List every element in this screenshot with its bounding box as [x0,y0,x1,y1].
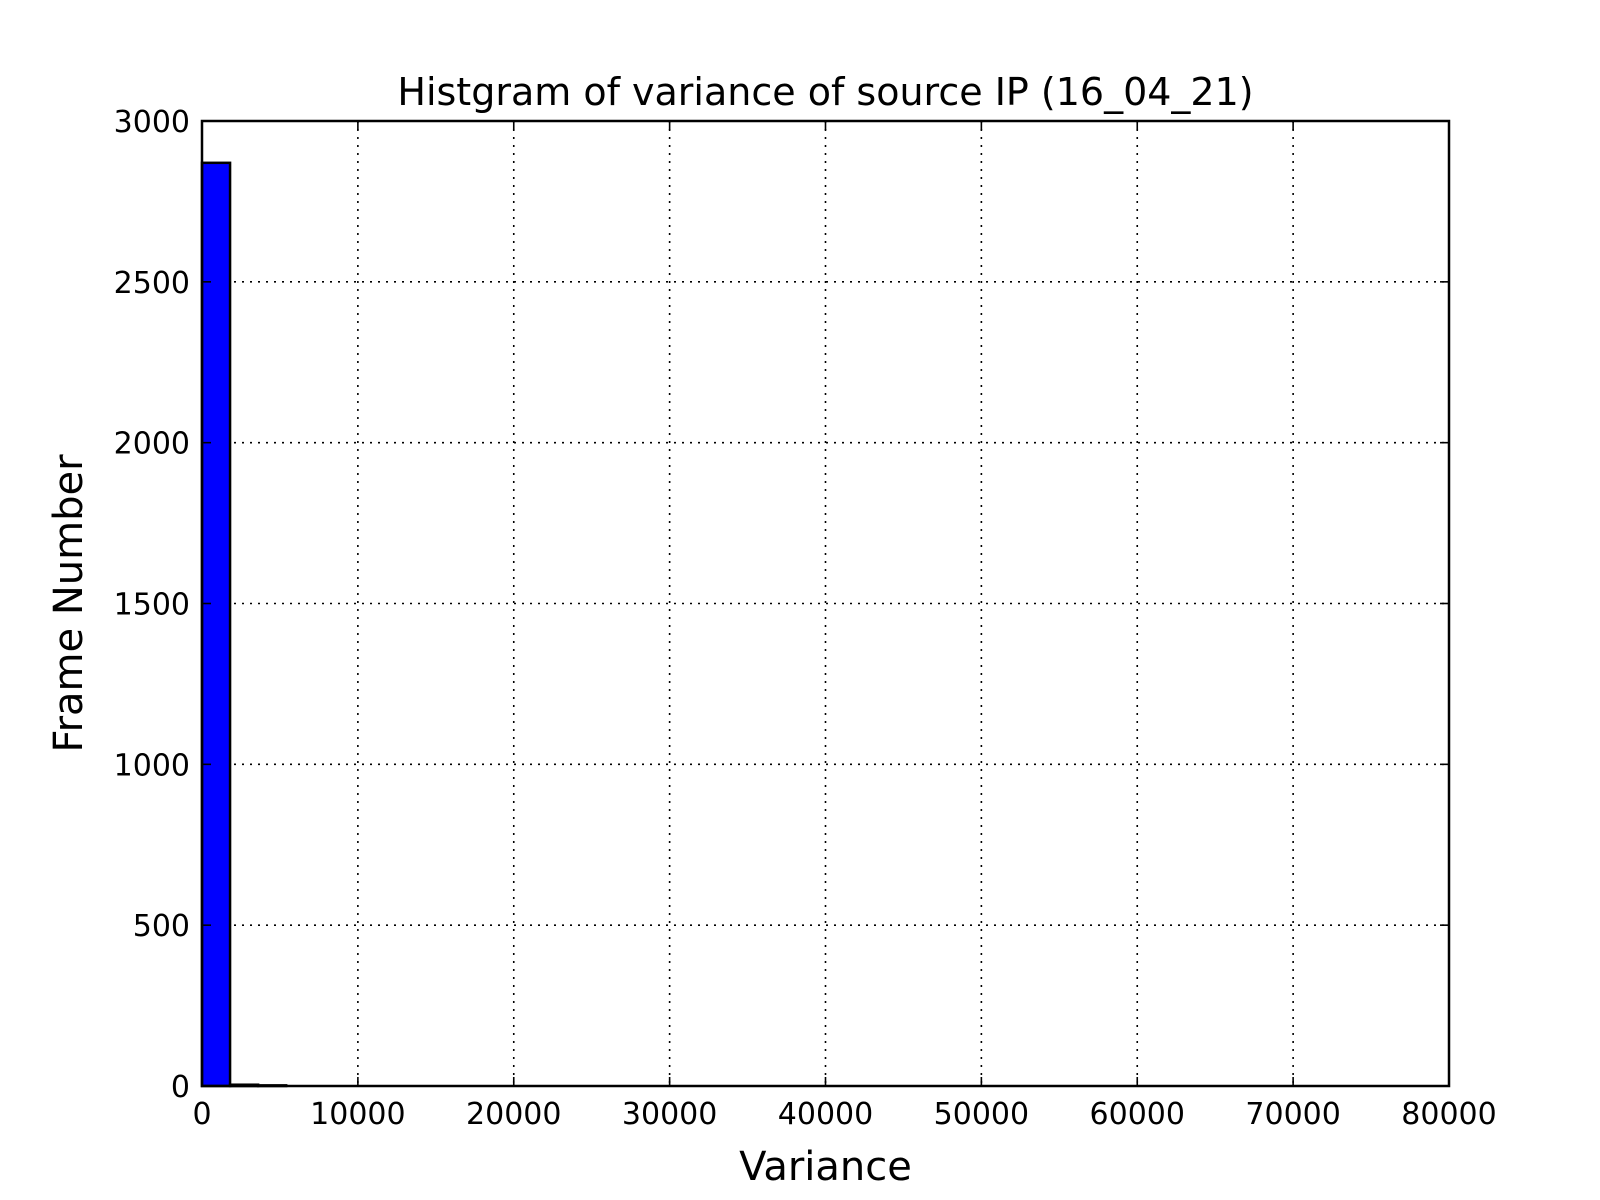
x-tick-label: 70000 [1245,1097,1340,1132]
x-tick-label: 50000 [934,1097,1029,1132]
y-axis-label: Frame Number [46,454,92,753]
y-tick-label: 0 [171,1070,190,1105]
x-tick-label: 80000 [1401,1097,1496,1132]
y-tick-label: 2500 [114,266,190,301]
histogram-bar [200,161,232,1088]
y-tick-label: 500 [133,909,190,944]
chart-title: Histgram of variance of source IP (16_04… [397,70,1253,114]
x-tick-label: 10000 [310,1097,405,1132]
y-tick-label: 1500 [114,588,190,623]
grid [202,121,1449,1086]
x-tick-label: 0 [192,1097,211,1132]
ticks: 0 10000 20000 30000 40000 50000 60000 70000 8000… [114,105,1497,1132]
x-tick-label: 20000 [466,1097,561,1132]
y-tick-label: 2000 [114,427,190,462]
x-tick-label: 60000 [1090,1097,1185,1132]
x-axis-label: Variance [739,1144,912,1190]
y-tick-label: 1000 [114,748,190,783]
x-tick-label: 30000 [622,1097,717,1132]
y-tick-label: 3000 [114,105,190,140]
x-tick-label: 40000 [778,1097,873,1132]
